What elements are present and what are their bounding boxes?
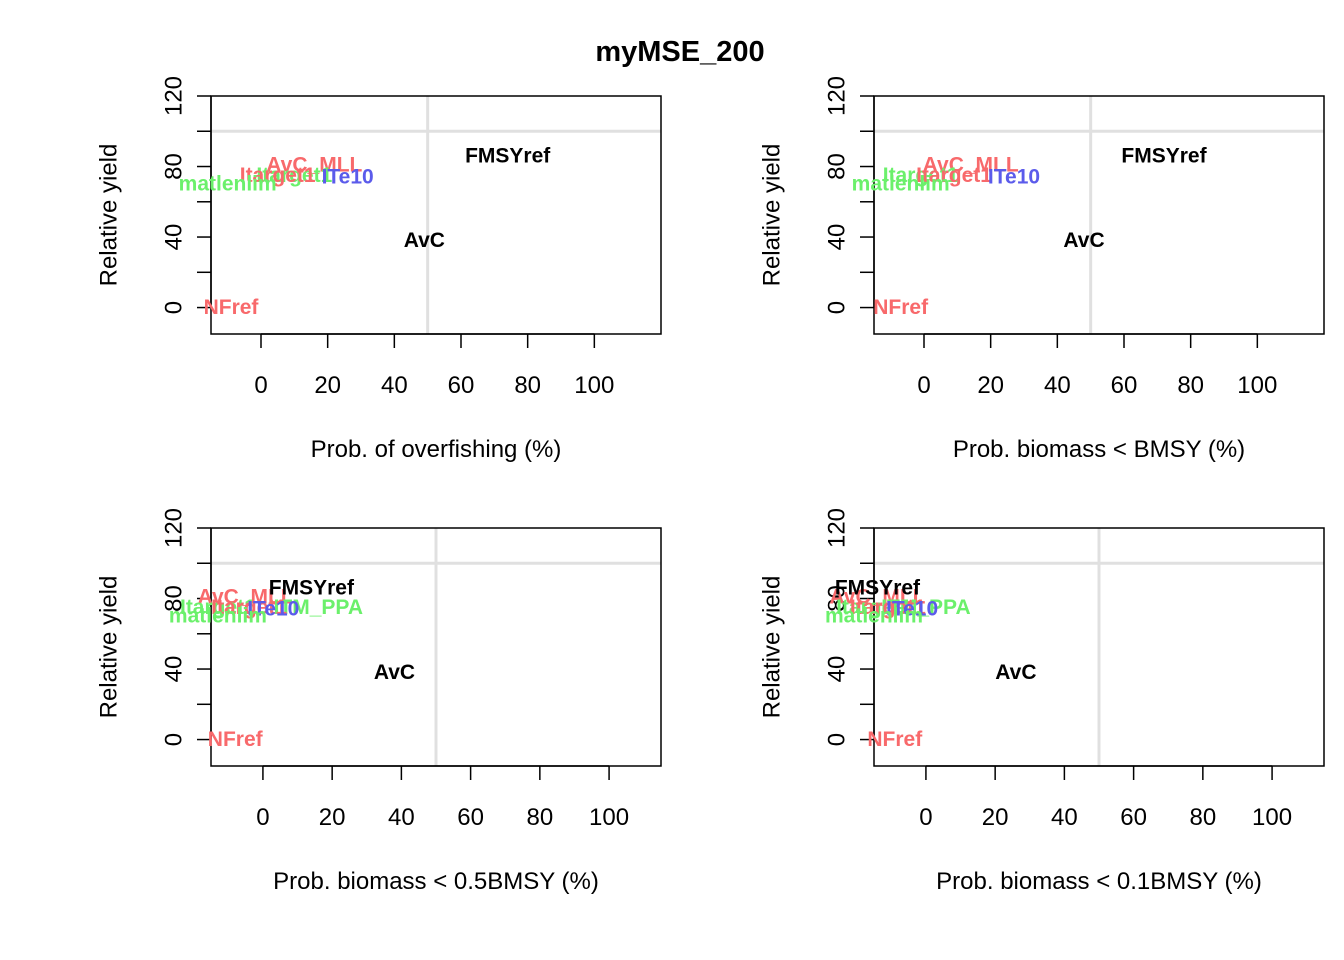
x-tick-label: 60 — [1111, 372, 1138, 399]
point-label: FMSYref — [1121, 144, 1207, 167]
y-axis-label: Relative yield — [759, 144, 786, 287]
x-tick-label: 0 — [256, 804, 269, 831]
x-axis-label: Prob. biomass < 0.5BMSY (%) — [273, 868, 599, 895]
point-label: Itarget1 — [916, 164, 992, 187]
point-label: AvC_MLL — [923, 153, 1019, 176]
x-tick-label: 20 — [977, 372, 1004, 399]
point-label: NFref — [873, 296, 929, 319]
point-label: FMSYref — [465, 144, 551, 167]
y-tick-label: 40 — [824, 224, 851, 251]
point-label: matlenlim — [169, 605, 267, 628]
y-tick-label: 0 — [824, 733, 851, 746]
panel-2: 0 20 40 60 80 100 0 40 80 120 Prob. biomass < BMSY… — [759, 76, 1325, 463]
x-tick-label: 20 — [314, 372, 341, 399]
x-tick-label: 60 — [1120, 804, 1147, 831]
y-tick-label: 120 — [824, 76, 851, 116]
x-tick-label: 40 — [388, 804, 415, 831]
y-tick-label: 0 — [161, 733, 188, 746]
panel-4: 0 20 40 60 80 100 0 40 80 120 Prob. biomass < 0.1B… — [759, 508, 1325, 895]
x-tick-label: 80 — [514, 372, 541, 399]
point-label: ITe10 — [322, 166, 374, 189]
panel-3: 0 20 40 60 80 100 0 40 80 120 Prob. biomass < 0.5B… — [96, 508, 662, 895]
y-tick-label: 80 — [824, 585, 851, 612]
x-tick-label: 80 — [1189, 804, 1216, 831]
x-axis-label: Prob. biomass < 0.1BMSY (%) — [936, 868, 1262, 895]
x-tick-label: 100 — [1252, 804, 1292, 831]
x-tick-label: 80 — [1177, 372, 1204, 399]
y-tick-label: 0 — [824, 301, 851, 314]
point-label: Itarget1 — [836, 596, 912, 619]
x-tick-label: 40 — [1044, 372, 1071, 399]
y-tick-label: 120 — [161, 508, 188, 548]
x-tick-label: 0 — [917, 372, 930, 399]
x-tick-label: 0 — [919, 804, 932, 831]
panel-1: 0 20 40 60 80 100 0 40 80 120 Prob. of overfishing… — [96, 76, 662, 463]
panels: 0 20 40 60 80 100 0 40 80 120 Prob. of overfishing… — [96, 76, 1325, 895]
point-label: AvC — [374, 661, 415, 684]
point-label: ITe10 — [247, 598, 299, 621]
point-label: ITM_PPA — [274, 596, 363, 619]
x-tick-label: 0 — [254, 372, 267, 399]
y-tick-label: 80 — [161, 585, 188, 612]
x-tick-label: 100 — [1237, 372, 1277, 399]
y-tick-label: 80 — [824, 153, 851, 180]
point-label: matlenlim — [179, 173, 277, 196]
point-label: NFref — [204, 296, 260, 319]
point-label: NFref — [208, 728, 264, 751]
point-label: matlenlim — [825, 605, 923, 628]
point-label: AvC_MLL — [829, 585, 925, 608]
point-label: AvC — [995, 661, 1036, 684]
point-label: Itarget1 — [850, 596, 926, 619]
point-label: Itarget1 — [211, 596, 287, 619]
point-label: ITe10 — [988, 166, 1040, 189]
y-axis-label: Relative yield — [96, 144, 123, 287]
point-label: AvC_MLL — [198, 585, 294, 608]
y-tick-label: 40 — [161, 224, 188, 251]
x-tick-label: 40 — [1051, 804, 1078, 831]
y-tick-label: 120 — [824, 508, 851, 548]
y-axis-label: Relative yield — [96, 576, 123, 719]
x-tick-label: 60 — [448, 372, 475, 399]
x-tick-label: 100 — [589, 804, 629, 831]
x-tick-label: 20 — [319, 804, 346, 831]
x-tick-label: 20 — [982, 804, 1009, 831]
y-tick-label: 120 — [161, 76, 188, 116]
x-tick-label: 60 — [457, 804, 484, 831]
y-tick-label: 0 — [161, 301, 188, 314]
point-label: FMSYref — [269, 576, 355, 599]
y-tick-label: 80 — [161, 153, 188, 180]
point-label: AvC — [1063, 229, 1104, 252]
point-label: matlenlim — [852, 173, 950, 196]
main-title: myMSE_200 — [595, 36, 764, 68]
point-label: Itarget1 — [256, 164, 332, 187]
point-label: Itarget1 — [883, 164, 959, 187]
x-tick-label: 100 — [574, 372, 614, 399]
x-tick-label: 40 — [381, 372, 408, 399]
point-label: ITM_PPA — [881, 596, 970, 619]
y-axis-label: Relative yield — [759, 576, 786, 719]
y-tick-label: 40 — [161, 656, 188, 683]
point-label: FMSYref — [835, 576, 921, 599]
point-label: Itarget1 — [240, 164, 316, 187]
point-label: AvC_MLL — [266, 153, 362, 176]
y-tick-label: 40 — [824, 656, 851, 683]
x-tick-label: 80 — [526, 804, 553, 831]
point-label: ITe10 — [886, 598, 938, 621]
point-label: AvC — [404, 229, 445, 252]
point-label: NFref — [867, 728, 923, 751]
x-axis-label: Prob. biomass < BMSY (%) — [953, 436, 1245, 463]
x-axis-label: Prob. of overfishing (%) — [311, 436, 562, 463]
point-label: Itarget1 — [180, 596, 256, 619]
